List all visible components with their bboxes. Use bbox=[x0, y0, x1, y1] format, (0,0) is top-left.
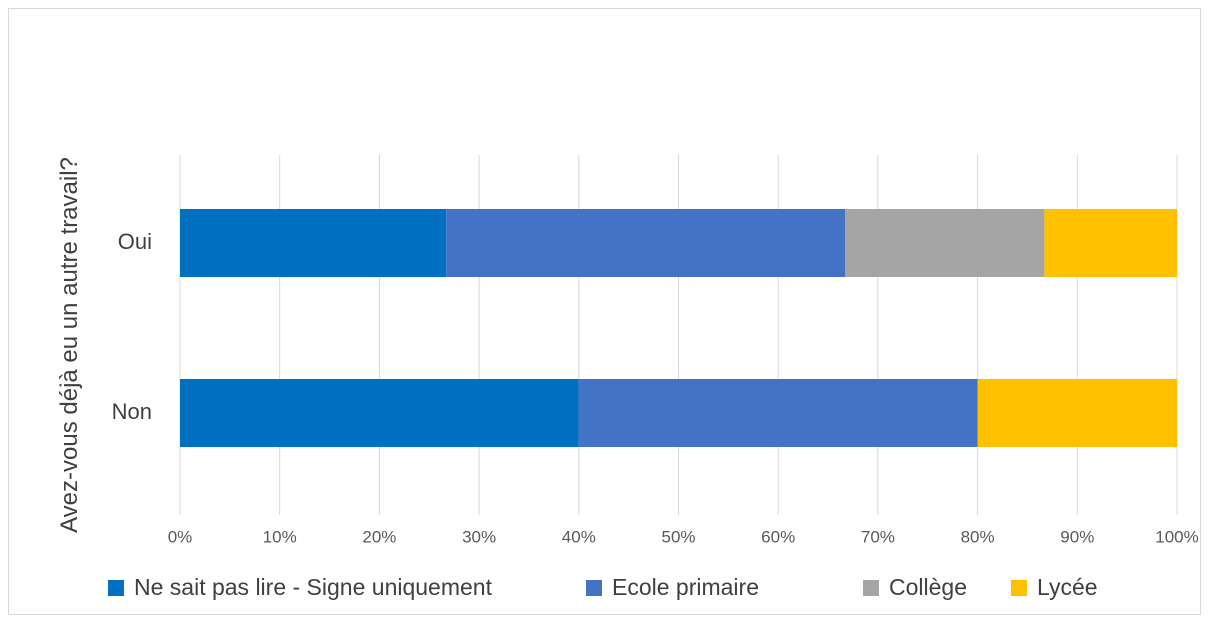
y-axis-label: Avez-vous déjà eu un autre travail? bbox=[56, 157, 83, 533]
x-tick-label: 20% bbox=[362, 527, 396, 546]
chart-frame bbox=[8, 8, 1201, 615]
x-tick-label: 80% bbox=[961, 527, 995, 546]
x-tick-label: 10% bbox=[263, 527, 297, 546]
x-tick-label: 100% bbox=[1155, 527, 1198, 546]
bar-segment bbox=[446, 209, 845, 277]
category-label: Non bbox=[112, 399, 152, 424]
legend-label: Lycée bbox=[1037, 574, 1098, 600]
x-tick-label: 90% bbox=[1060, 527, 1094, 546]
bar-segment bbox=[1044, 209, 1177, 277]
bar-segment bbox=[180, 209, 447, 277]
legend-label: Ne sait pas lire - Signe uniquement bbox=[134, 574, 493, 600]
bar-segment bbox=[844, 209, 1045, 277]
x-tick-label: 50% bbox=[661, 527, 695, 546]
legend-swatch bbox=[108, 580, 124, 596]
legend: Ne sait pas lire - Signe uniquement Ecole… bbox=[108, 574, 1098, 600]
legend-label: Ecole primaire bbox=[612, 574, 759, 600]
bar-segment bbox=[180, 379, 579, 447]
legend-label: Collège bbox=[889, 574, 967, 600]
x-tick-label: 30% bbox=[462, 527, 496, 546]
legend-swatch bbox=[863, 580, 879, 596]
bars bbox=[180, 209, 1177, 447]
x-tick-label: 40% bbox=[562, 527, 596, 546]
legend-swatch bbox=[586, 580, 602, 596]
bar-segment bbox=[977, 379, 1177, 447]
category-label: Oui bbox=[118, 229, 152, 254]
bar-segment bbox=[578, 379, 978, 447]
x-tick-label: 0% bbox=[168, 527, 193, 546]
legend-swatch bbox=[1011, 580, 1027, 596]
category-labels: Oui Non bbox=[112, 229, 152, 424]
x-tick-labels: 0% 10% 20% 30% 40% 50% 60% 70% 80% 90% 100% bbox=[168, 527, 1199, 546]
x-tick-label: 70% bbox=[861, 527, 895, 546]
x-tick-label: 60% bbox=[761, 527, 795, 546]
